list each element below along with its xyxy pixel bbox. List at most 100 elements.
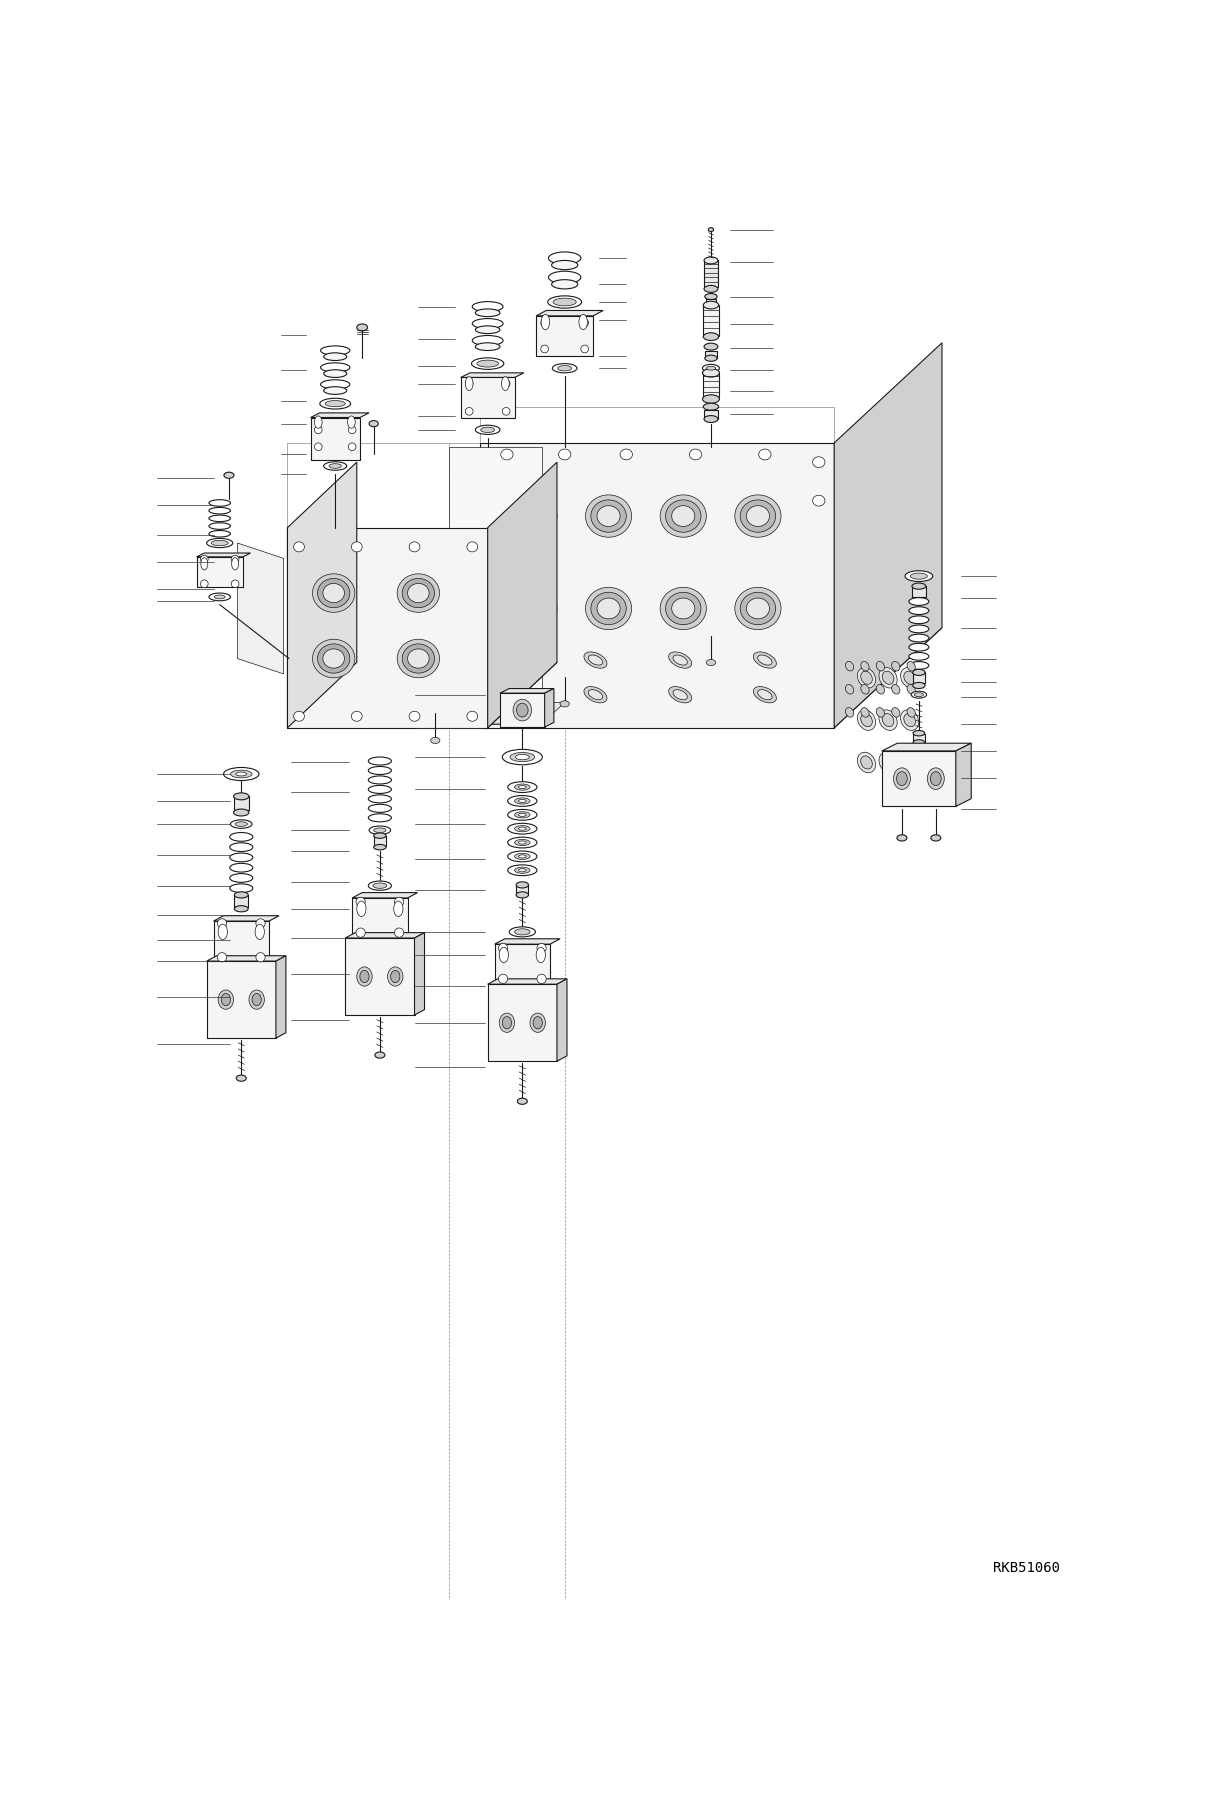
Ellipse shape: [909, 635, 928, 642]
Ellipse shape: [370, 825, 391, 834]
Ellipse shape: [230, 832, 253, 841]
Ellipse shape: [813, 457, 825, 467]
Ellipse shape: [758, 690, 772, 699]
Ellipse shape: [591, 500, 626, 532]
FancyBboxPatch shape: [912, 586, 926, 597]
Ellipse shape: [515, 930, 530, 935]
Ellipse shape: [231, 820, 252, 829]
Ellipse shape: [879, 710, 898, 730]
Ellipse shape: [857, 752, 876, 773]
Ellipse shape: [861, 714, 872, 726]
FancyBboxPatch shape: [704, 306, 718, 336]
Ellipse shape: [931, 834, 941, 841]
Ellipse shape: [236, 1075, 247, 1081]
Polygon shape: [558, 978, 567, 1061]
Ellipse shape: [403, 579, 435, 608]
Ellipse shape: [702, 365, 720, 372]
Circle shape: [537, 944, 546, 953]
FancyBboxPatch shape: [704, 261, 718, 288]
Ellipse shape: [368, 814, 392, 822]
Polygon shape: [237, 543, 284, 674]
Ellipse shape: [391, 971, 400, 984]
Ellipse shape: [586, 588, 631, 629]
Polygon shape: [206, 962, 276, 1037]
Ellipse shape: [877, 708, 884, 717]
Ellipse shape: [324, 387, 346, 394]
Ellipse shape: [500, 653, 522, 669]
Ellipse shape: [907, 662, 915, 671]
Ellipse shape: [473, 302, 503, 311]
Ellipse shape: [373, 832, 386, 838]
Ellipse shape: [516, 755, 529, 761]
Ellipse shape: [510, 926, 535, 937]
Ellipse shape: [209, 530, 231, 538]
Polygon shape: [955, 743, 971, 806]
Ellipse shape: [910, 574, 927, 579]
FancyBboxPatch shape: [702, 372, 720, 397]
Ellipse shape: [368, 795, 392, 804]
Ellipse shape: [549, 271, 581, 284]
Ellipse shape: [706, 304, 716, 309]
Ellipse shape: [515, 840, 530, 845]
Ellipse shape: [900, 710, 919, 730]
Ellipse shape: [661, 494, 706, 538]
Ellipse shape: [368, 881, 392, 890]
Polygon shape: [495, 944, 550, 984]
Ellipse shape: [507, 850, 537, 861]
Ellipse shape: [467, 541, 478, 552]
Ellipse shape: [734, 588, 781, 629]
Polygon shape: [345, 939, 415, 1016]
Circle shape: [502, 408, 510, 415]
Ellipse shape: [375, 1052, 384, 1059]
Ellipse shape: [397, 640, 440, 678]
Ellipse shape: [516, 592, 551, 624]
Ellipse shape: [560, 701, 570, 707]
Ellipse shape: [904, 714, 915, 726]
Ellipse shape: [511, 494, 558, 538]
Polygon shape: [449, 446, 542, 725]
Polygon shape: [287, 462, 357, 728]
Ellipse shape: [533, 1016, 543, 1028]
Ellipse shape: [255, 924, 264, 940]
Ellipse shape: [909, 606, 928, 615]
FancyBboxPatch shape: [914, 734, 925, 743]
Polygon shape: [287, 527, 488, 728]
Ellipse shape: [507, 782, 537, 793]
Ellipse shape: [877, 662, 884, 671]
Circle shape: [394, 928, 404, 937]
Ellipse shape: [912, 683, 925, 689]
Circle shape: [200, 556, 209, 563]
Ellipse shape: [845, 662, 853, 671]
Polygon shape: [311, 417, 360, 460]
Ellipse shape: [373, 827, 386, 832]
Ellipse shape: [666, 592, 701, 624]
Ellipse shape: [397, 574, 440, 613]
Circle shape: [255, 953, 265, 962]
FancyBboxPatch shape: [705, 351, 717, 358]
Ellipse shape: [403, 644, 435, 672]
Ellipse shape: [666, 500, 701, 532]
Ellipse shape: [912, 583, 926, 590]
Ellipse shape: [503, 690, 518, 699]
Circle shape: [314, 442, 322, 451]
Polygon shape: [488, 978, 567, 984]
Ellipse shape: [219, 991, 233, 1009]
Ellipse shape: [219, 924, 227, 940]
Ellipse shape: [689, 450, 701, 460]
FancyBboxPatch shape: [704, 410, 718, 419]
Polygon shape: [495, 939, 560, 944]
Ellipse shape: [553, 363, 577, 372]
Ellipse shape: [502, 750, 543, 764]
Polygon shape: [537, 311, 603, 316]
Ellipse shape: [408, 649, 429, 669]
Ellipse shape: [368, 804, 392, 813]
Ellipse shape: [209, 593, 231, 601]
Polygon shape: [449, 703, 565, 725]
Circle shape: [537, 975, 546, 984]
Ellipse shape: [323, 583, 344, 602]
Ellipse shape: [515, 867, 530, 874]
Ellipse shape: [549, 252, 581, 264]
Ellipse shape: [907, 708, 915, 717]
Ellipse shape: [501, 378, 510, 390]
Ellipse shape: [706, 660, 716, 665]
